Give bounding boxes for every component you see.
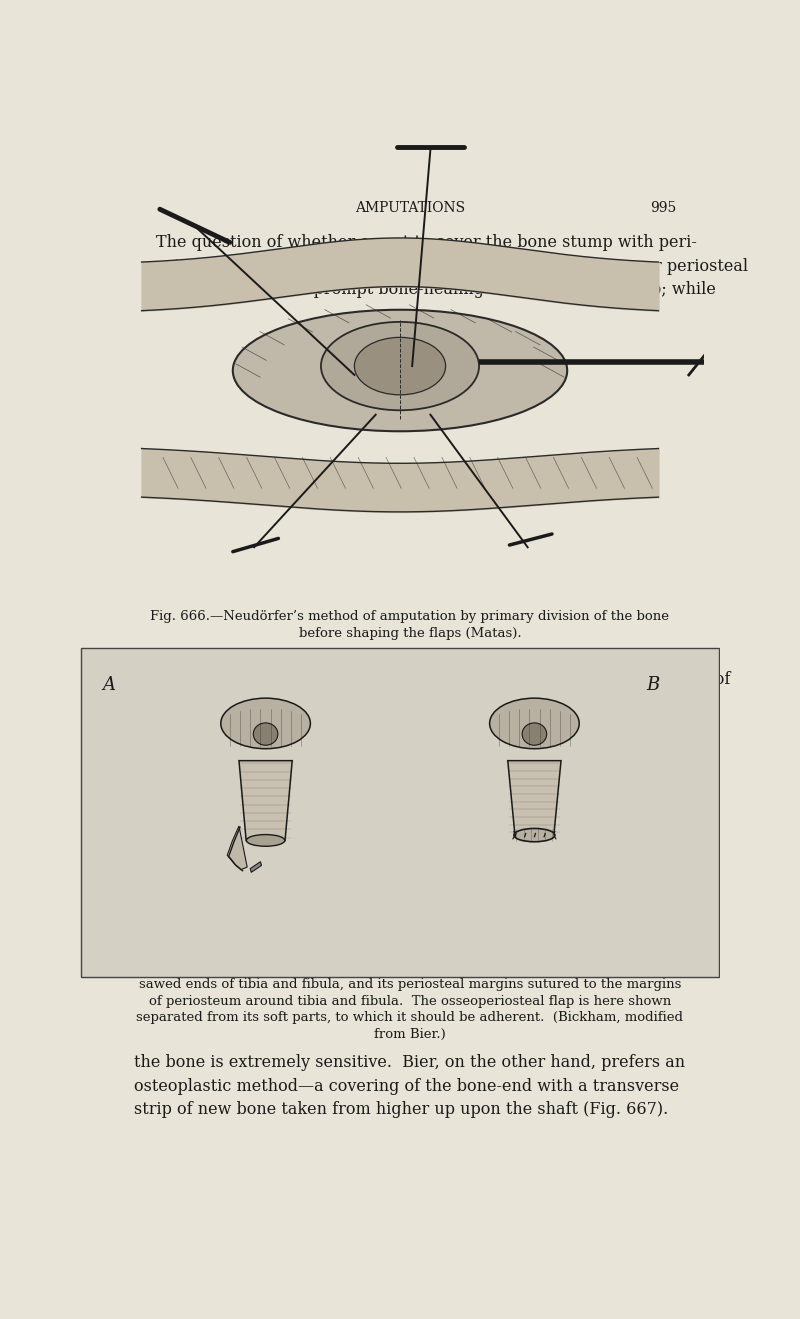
Ellipse shape (522, 723, 546, 745)
Ellipse shape (514, 828, 555, 842)
Ellipse shape (233, 310, 567, 431)
Text: others, especially Hirsch, have contended that the periosteal covering
is unnece: others, especially Hirsch, have contende… (134, 648, 730, 689)
Polygon shape (239, 761, 292, 840)
FancyBboxPatch shape (82, 648, 718, 977)
Text: 995: 995 (650, 200, 677, 215)
Polygon shape (508, 761, 561, 835)
Text: A: A (102, 675, 115, 694)
Text: B: B (646, 675, 660, 694)
Ellipse shape (490, 698, 579, 749)
Text: the bone is extremely sensitive.  Bier, on the other hand, prefers an
osteoplast: the bone is extremely sensitive. Bier, o… (134, 1054, 686, 1119)
Ellipse shape (254, 723, 278, 745)
Text: AMPUTATIONS: AMPUTATIONS (355, 200, 465, 215)
Ellipse shape (246, 835, 285, 847)
Ellipse shape (354, 338, 446, 394)
Text: Fig. 666.—Neudörfer’s method of amputation by primary division of the bone
befor: Fig. 666.—Neudörfer’s method of amputati… (150, 611, 670, 640)
Text: Fig. 667.—Bier’s osteoplastic amputation of the leg: A, Showing manner of
raisin: Fig. 667.—Bier’s osteoplastic amputation… (137, 946, 683, 1041)
Ellipse shape (321, 322, 479, 410)
Text: The question of whether or not to cover the bone stump with peri-
osteum is stil: The question of whether or not to cover … (156, 235, 748, 298)
Ellipse shape (221, 698, 310, 749)
Polygon shape (227, 826, 247, 869)
Polygon shape (250, 861, 262, 872)
